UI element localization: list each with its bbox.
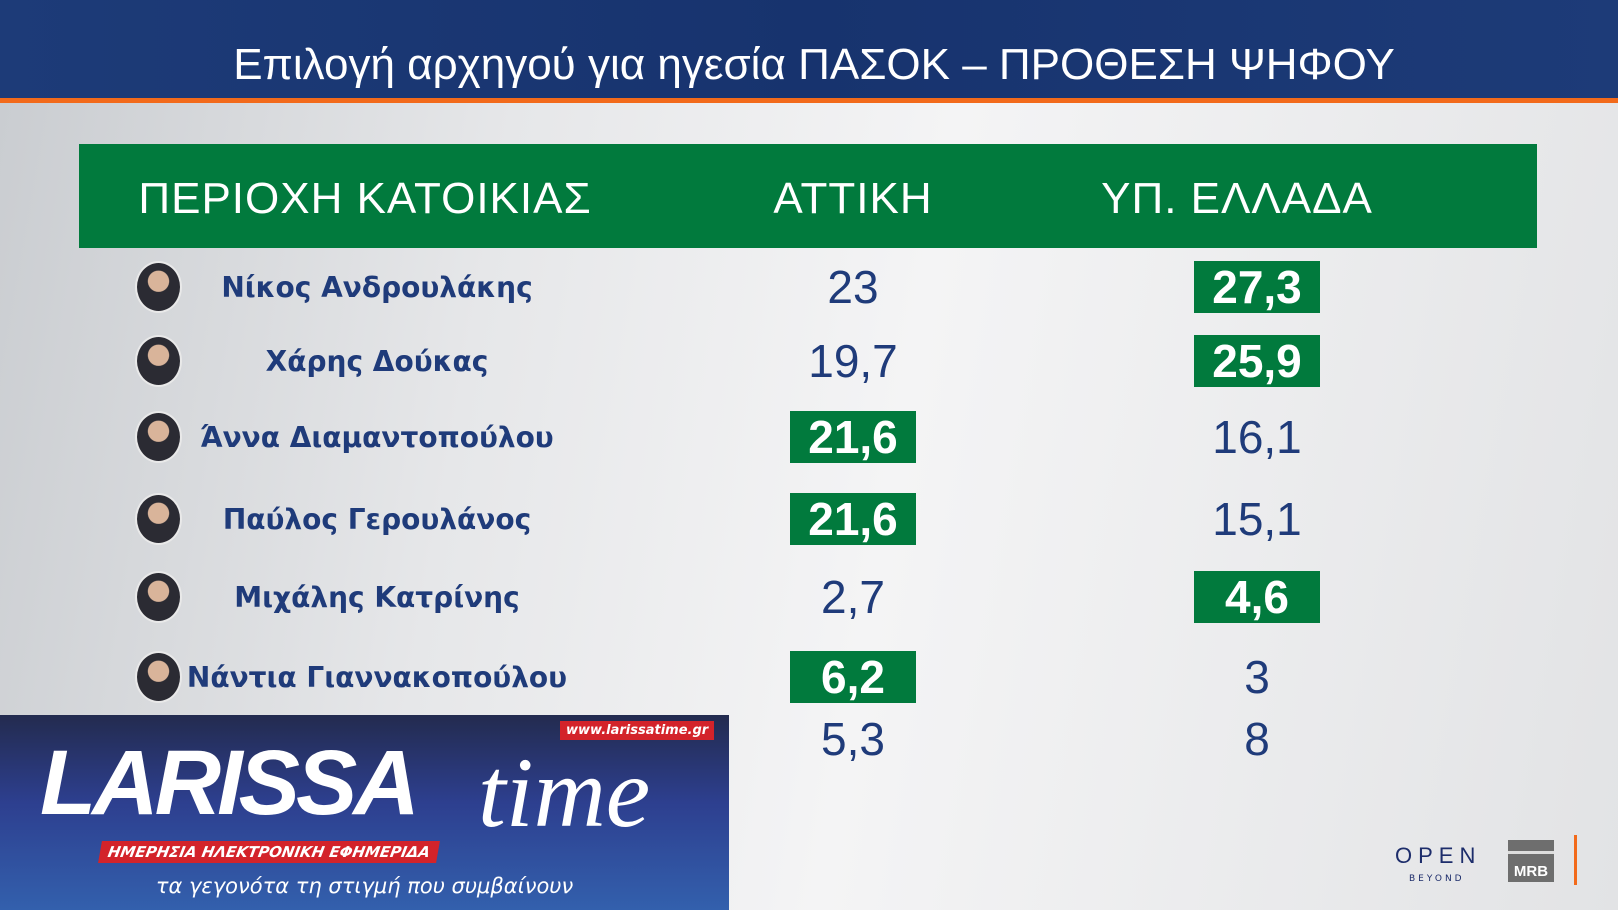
column-header-ellada: ΥΠ. ΕΛΛΑΔΑ	[1101, 174, 1373, 223]
table-row: Παύλος Γερουλάνος 21,6 15,1	[0, 489, 1618, 549]
watermark-logo-time: time	[478, 737, 651, 848]
value-attiki: 6,2	[790, 651, 916, 703]
value-attiki: 5,3	[821, 713, 885, 765]
table-row: Νάντια Γιαννακοπούλου 6,2 3	[0, 647, 1618, 707]
open-logo: OPEN	[1395, 843, 1482, 868]
page-title: Επιλογή αρχηγού για ηγεσία ΠΑΣΟΚ – ΠΡΟΘΕ…	[233, 40, 1395, 89]
watermark-logo: LARISSA	[40, 732, 420, 834]
value-ellada: 15,1	[1212, 493, 1302, 545]
candidate-name: Μιχάλης Κατρίνης	[234, 581, 520, 614]
candidate-avatar	[135, 571, 182, 623]
candidate-name: Νίκος Ανδρουλάκης	[221, 271, 533, 304]
watermark-url: www.larissatime.gr	[560, 721, 715, 740]
table-row: Μιχάλης Κατρίνης 2,7 4,6	[0, 567, 1618, 627]
header-bar: Επιλογή αρχηγού για ηγεσία ΠΑΣΟΚ – ΠΡΟΘΕ…	[0, 0, 1618, 103]
candidate-avatar	[135, 411, 182, 463]
candidate-avatar	[135, 261, 182, 313]
table-header: ΠΕΡΙΟΧΗ ΚΑΤΟΙΚΙΑΣ ΑΤΤΙΚΗ ΥΠ. ΕΛΛΑΔΑ	[79, 144, 1537, 248]
table-row: 5,3 8	[0, 709, 1618, 769]
candidate-avatar	[135, 335, 182, 387]
value-ellada: 8	[1244, 713, 1270, 765]
value-attiki: 19,7	[808, 335, 898, 387]
value-attiki: 2,7	[821, 571, 885, 623]
value-ellada: 27,3	[1194, 261, 1320, 313]
candidate-name: Χάρης Δούκας	[265, 345, 489, 378]
value-ellada: 25,9	[1194, 335, 1320, 387]
candidate-name: Παύλος Γερουλάνος	[222, 503, 532, 536]
column-header-attiki: ΑΤΤΙΚΗ	[773, 174, 933, 223]
value-attiki: 21,6	[790, 411, 916, 463]
value-ellada: 4,6	[1194, 571, 1320, 623]
watermark-tagline: ΗΜΕΡΗΣΙΑ ΗΛΕΚΤΡΟΝΙΚΗ ΕΦΗΜΕΡΙΔΑ	[98, 841, 440, 863]
open-logo-sub: BEYOND	[1409, 874, 1465, 884]
candidate-name: Νάντια Γιαννακοπούλου	[186, 661, 568, 694]
watermark-slogan: τα γεγονότα τη στιγμή που συμβαίνουν	[155, 874, 574, 898]
value-attiki: 23	[827, 261, 879, 313]
larissatime-watermark: LARISSA time www.larissatime.gr ΗΜΕΡΗΣΙΑ…	[0, 715, 729, 910]
candidate-avatar	[135, 493, 182, 545]
table-row: Χάρης Δούκας 19,7 25,9	[0, 331, 1618, 391]
candidate-avatar	[135, 651, 182, 703]
value-ellada: 3	[1244, 651, 1270, 703]
value-ellada: 16,1	[1212, 411, 1302, 463]
column-header-region: ΠΕΡΙΟΧΗ ΚΑΤΟΙΚΙΑΣ	[138, 174, 592, 223]
candidate-name: Άννα Διαμαντοπούλου	[200, 421, 554, 454]
mrb-logo: MRB	[1508, 840, 1554, 882]
divider	[1574, 835, 1577, 885]
mrb-logo-text: MRB	[1513, 863, 1549, 880]
table-row: Άννα Διαμαντοπούλου 21,6 16,1	[0, 407, 1618, 467]
table-row: Νίκος Ανδρουλάκης 23 27,3	[0, 257, 1618, 317]
value-attiki: 21,6	[790, 493, 916, 545]
